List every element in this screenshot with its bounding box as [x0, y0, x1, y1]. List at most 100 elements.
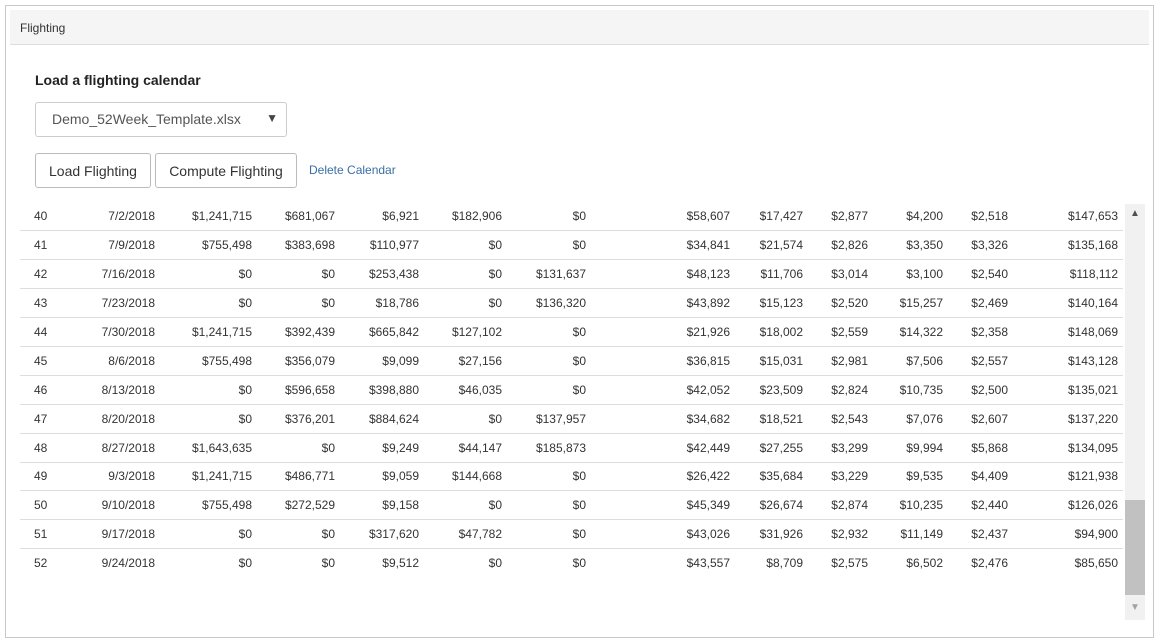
value-cell: $44,147 [427, 432, 510, 463]
date-cell: 7/16/2018 [70, 259, 163, 289]
value-cell: $4,200 [906, 209, 943, 224]
value-cell: $43,892 [594, 288, 738, 318]
value-cell: $5,868 [951, 432, 1016, 463]
date-cell: 9/24/2018 [70, 548, 163, 578]
value-cell: $10,235 [876, 490, 951, 520]
table-row: 43 7/23/2018 $0 $0 $18,786 $0 $136,320 $43,892 $… [20, 288, 1123, 318]
value-cell: $2,826 [811, 230, 876, 260]
caret-down-icon: ▼ [266, 111, 278, 125]
value-cell: $0 [163, 288, 260, 318]
compute-flighting-button[interactable]: Compute Flighting [155, 153, 297, 188]
value-cell: $36,815 [594, 345, 738, 376]
week-number-cell: 47 [20, 403, 70, 434]
value-cell: $3,299 [811, 432, 876, 463]
value-cell: $0 [510, 317, 594, 347]
value-cell: $0 [163, 374, 260, 405]
value-cell: $9,249 [343, 432, 427, 463]
value-cell: $2,824 [811, 374, 876, 405]
value-cell: $26,674 [738, 490, 811, 520]
date-cell: 9/17/2018 [70, 519, 163, 549]
value-cell: $47,782 [427, 519, 510, 549]
value-cell: $127,102 [427, 317, 510, 347]
value-cell: $3,350 [876, 230, 951, 260]
value-cell: $136,320 [510, 288, 594, 318]
value-cell: $147,653 [1067, 209, 1118, 224]
value-cell: $148,069 [1016, 317, 1123, 347]
arrow-up-icon[interactable]: ▲ [1130, 208, 1140, 219]
table-body: 40 7/2/2018 $1,241,715 $681,067 $6,921 $182,9… [20, 202, 1123, 578]
value-cell: $27,156 [427, 345, 510, 376]
value-cell: $2,874 [811, 490, 876, 520]
vertical-scrollbar[interactable]: ▲ ▼ [1125, 204, 1145, 620]
value-cell: $34,841 [594, 230, 738, 260]
value-cell: $48,123 [594, 259, 738, 289]
value-cell: $58,607 [686, 209, 730, 224]
value-cell: $0 [510, 374, 594, 405]
value-cell: $18,002 [738, 317, 811, 347]
week-number-cell: 46 [20, 374, 70, 405]
value-cell: $2,540 [951, 259, 1016, 289]
week-number-cell: 52 [20, 548, 70, 578]
delete-calendar-link[interactable]: Delete Calendar [309, 163, 396, 177]
calendar-file-select[interactable]: Demo_52Week_Template.xlsx ▼ [35, 102, 287, 137]
week-number-cell: 41 [20, 230, 70, 260]
panel-title: Flighting [10, 10, 1149, 45]
date-cell: 8/6/2018 [70, 345, 163, 376]
flighting-table-container[interactable]: 40 7/2/2018 $1,241,715 $681,067 $6,921 $182,9… [20, 202, 1123, 591]
value-cell: $2,543 [811, 403, 876, 434]
value-cell: $0 [260, 288, 343, 318]
value-cell: $0 [163, 519, 260, 549]
week-number-cell: 42 [20, 259, 70, 289]
value-cell: $0 [427, 288, 510, 318]
date-cell: 8/20/2018 [70, 403, 163, 434]
value-cell: $46,035 [427, 374, 510, 405]
value-cell: $35,684 [738, 461, 811, 491]
load-flighting-button[interactable]: Load Flighting [35, 153, 151, 188]
value-cell: $42,052 [594, 374, 738, 405]
selected-file-label: Demo_52Week_Template.xlsx [52, 111, 241, 127]
value-cell: $0 [260, 432, 343, 463]
value-cell: $755,498 [163, 345, 260, 376]
value-cell: $0 [260, 259, 343, 289]
value-cell: $43,557 [594, 548, 738, 578]
value-cell: $0 [427, 403, 510, 434]
week-number-cell: 45 [20, 345, 70, 376]
value-cell: $135,168 [1016, 230, 1123, 260]
value-cell: $43,026 [594, 519, 738, 549]
value-cell: $9,994 [876, 432, 951, 463]
value-cell: $9,535 [876, 461, 951, 491]
week-number-cell: 43 [20, 288, 70, 318]
value-cell: $2,981 [811, 345, 876, 376]
week-number-cell: 49 [20, 461, 70, 491]
date-cell: 9/3/2018 [70, 461, 163, 491]
value-cell: $21,926 [594, 317, 738, 347]
value-cell: $42,449 [594, 432, 738, 463]
week-number-cell: 48 [20, 432, 70, 463]
value-cell: $596,658 [260, 374, 343, 405]
value-cell: $0 [510, 548, 594, 578]
table-row: 46 8/13/2018 $0 $596,658 $398,880 $46,035 $0 $4… [20, 374, 1123, 405]
value-cell: $272,529 [260, 490, 343, 520]
scroll-thumb[interactable] [1125, 500, 1145, 595]
value-cell: $27,255 [738, 432, 811, 463]
date-cell: 7/30/2018 [70, 317, 163, 347]
value-cell: $18,786 [343, 288, 427, 318]
table-row: 47 8/20/2018 $0 $376,201 $884,624 $0 $137,957 $… [20, 403, 1123, 434]
value-cell: $26,422 [594, 461, 738, 491]
value-cell: $11,706 [738, 259, 811, 289]
arrow-down-icon[interactable]: ▼ [1130, 602, 1140, 613]
value-cell: $11,149 [876, 519, 951, 549]
value-cell: $9,099 [343, 345, 427, 376]
value-cell: $0 [163, 259, 260, 289]
value-cell: $45,349 [594, 490, 738, 520]
value-cell: $0 [260, 548, 343, 578]
value-cell: $185,873 [510, 432, 594, 463]
value-cell: $2,575 [811, 548, 876, 578]
table-row: 49 9/3/2018 $1,241,715 $486,771 $9,059 $144,6… [20, 461, 1123, 491]
value-cell: $137,957 [510, 403, 594, 434]
flighting-panel: Flighting Load a flighting calendar Demo… [5, 5, 1154, 638]
value-cell: $3,100 [876, 259, 951, 289]
value-cell: $4,409 [951, 461, 1016, 491]
value-cell: $0 [427, 490, 510, 520]
value-cell: $15,123 [738, 288, 811, 318]
